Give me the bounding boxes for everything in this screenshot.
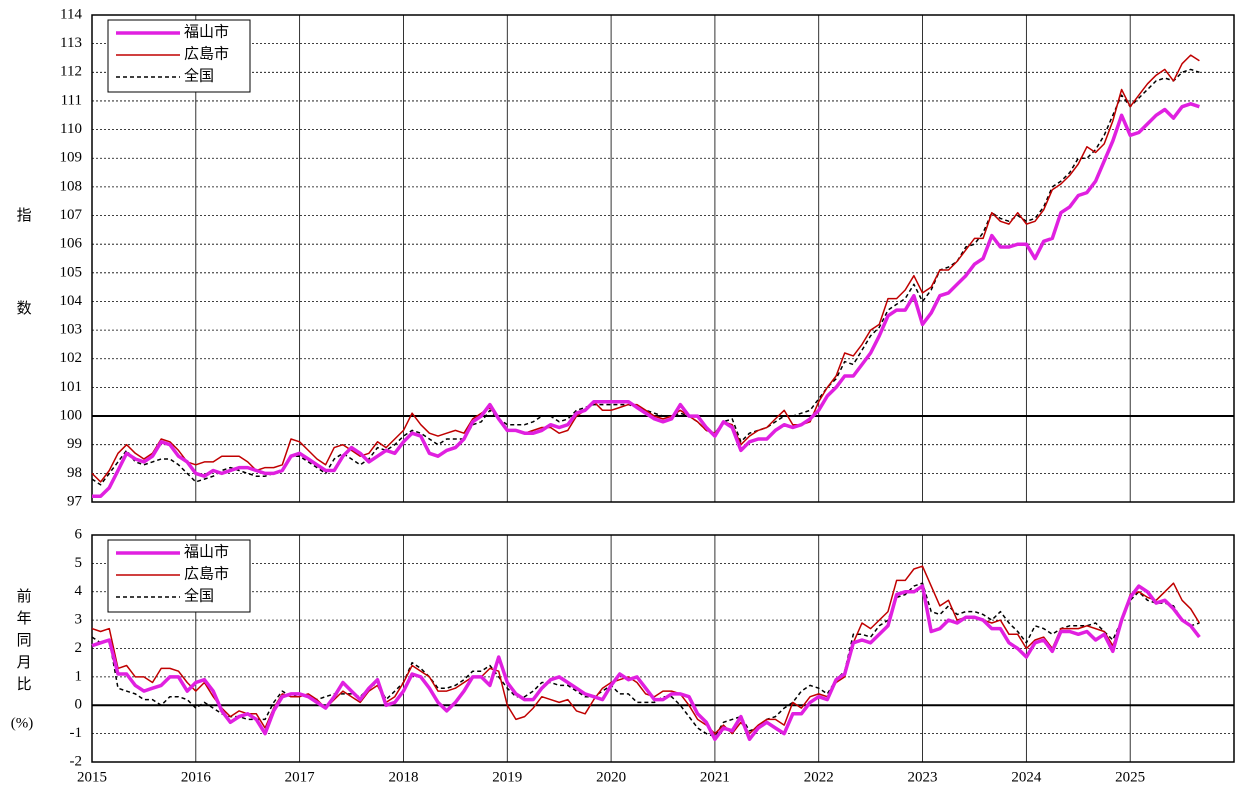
x-tick-label: 2020 (596, 769, 626, 785)
y-tick-label: 1 (75, 668, 83, 684)
x-tick-label: 2022 (804, 769, 834, 785)
y-tick-label: 108 (60, 178, 83, 194)
y-tick-label: 113 (60, 35, 82, 51)
y-tick-label: 110 (60, 121, 82, 137)
x-tick-label: 2016 (181, 769, 212, 785)
y-tick-label: -1 (70, 725, 83, 741)
series-line (91, 54, 1200, 483)
legend-label: 全国 (184, 66, 214, 84)
x-tick-label: 2025 (1115, 769, 1145, 785)
y-tick-label: 111 (61, 92, 82, 108)
y-tick-label: 109 (60, 150, 83, 166)
y-tick-label: 3 (75, 612, 83, 628)
y-tick-label: 98 (67, 465, 82, 481)
y-tick-label: 112 (60, 64, 82, 80)
x-tick-label: 2019 (492, 769, 522, 785)
series-line (92, 102, 1200, 499)
x-tick-label: 2024 (1011, 769, 1042, 785)
y-tick-label: 105 (60, 264, 83, 280)
y-axis-label: 指数 (15, 207, 32, 393)
legend-label: 福山市 (184, 543, 229, 560)
y-tick-label: 4 (75, 583, 83, 599)
y-tick-label: -2 (70, 753, 83, 769)
y-tick-label: 97 (67, 493, 83, 509)
y-tick-label: 104 (60, 293, 83, 309)
y-axis-label: 前年同月比 (15, 588, 32, 698)
y-tick-label: 2 (75, 640, 83, 656)
x-tick-label: 2021 (700, 769, 730, 785)
y-tick-label: 114 (60, 6, 82, 22)
legend-label: 全国 (184, 586, 214, 604)
x-tick-label: 2017 (285, 769, 316, 785)
y-tick-label: 103 (60, 322, 83, 338)
plot-area (91, 534, 1235, 763)
y-axis-unit: (%) (11, 715, 34, 731)
y-tick-label: 100 (60, 407, 83, 423)
x-tick-label: 2015 (77, 769, 107, 785)
y-tick-label: 106 (60, 236, 83, 252)
y-tick-label: 6 (75, 526, 83, 542)
x-tick-label: 2023 (908, 769, 938, 785)
legend-label: 福山市 (184, 23, 229, 40)
series-line (91, 582, 1200, 738)
series-line (91, 584, 1201, 742)
y-tick-label: 0 (75, 697, 83, 713)
x-tick-label: 2018 (388, 769, 418, 785)
y-tick-label: 107 (60, 207, 83, 223)
y-tick-label: 102 (60, 350, 83, 366)
legend-label: 広島市 (184, 45, 229, 62)
legend-label: 広島市 (184, 565, 229, 582)
y-tick-label: 5 (75, 555, 83, 571)
plot-area (91, 14, 1235, 503)
y-tick-label: 101 (60, 379, 83, 395)
y-tick-label: 99 (67, 436, 82, 452)
